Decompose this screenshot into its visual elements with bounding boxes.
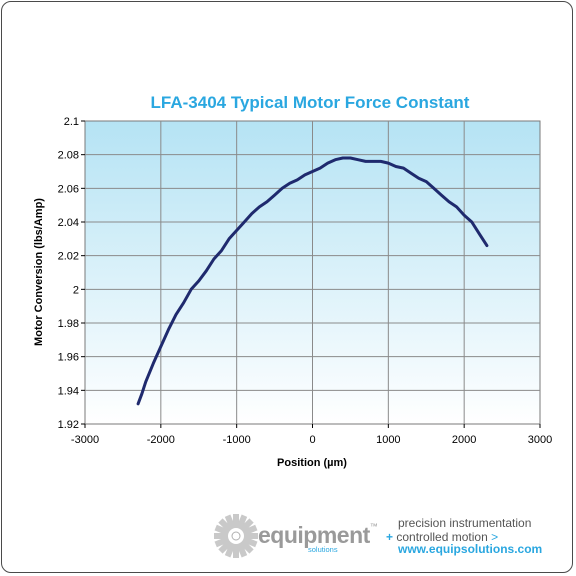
y-tick-label: 2.04 — [58, 217, 79, 229]
y-tick-label: 2.08 — [58, 150, 79, 162]
y-tick-label: 2.02 — [58, 251, 79, 263]
x-axis: -3000 -2000 -1000 0 1000 2000 3000 — [71, 424, 552, 446]
x-tick-label: 2000 — [452, 434, 476, 446]
y-tick-label: 2.1 — [64, 116, 79, 128]
x-tick-label: -1000 — [223, 434, 251, 446]
y-tick-label: 1.94 — [58, 385, 79, 397]
x-tick-label: -2000 — [147, 434, 175, 446]
y-tick-label: 1.98 — [58, 318, 79, 330]
y-axis: 1.92 1.94 1.96 1.98 2 2.02 2.04 2.06 2.08 2.1 — [58, 116, 85, 431]
y-tick-label: 2 — [73, 284, 79, 296]
y-axis-label: Motor Conversion (lbs/Amp) — [33, 198, 45, 346]
series-line-0 — [136, 156, 489, 406]
y-tick-label: 2.06 — [58, 183, 79, 195]
x-tick-label: -3000 — [71, 434, 99, 446]
x-tick-label: 0 — [309, 434, 315, 446]
grid-lines — [85, 121, 540, 424]
x-axis-label: Position (µm) — [277, 457, 347, 469]
x-tick-label: 3000 — [528, 434, 552, 446]
x-tick-label: 1000 — [376, 434, 400, 446]
series-layer — [136, 156, 489, 406]
y-tick-label: 1.92 — [58, 419, 79, 431]
y-tick-label: 1.96 — [58, 352, 79, 364]
gear-icon — [214, 514, 258, 558]
chart-title: LFA-3404 Typical Motor Force Constant — [151, 93, 470, 112]
